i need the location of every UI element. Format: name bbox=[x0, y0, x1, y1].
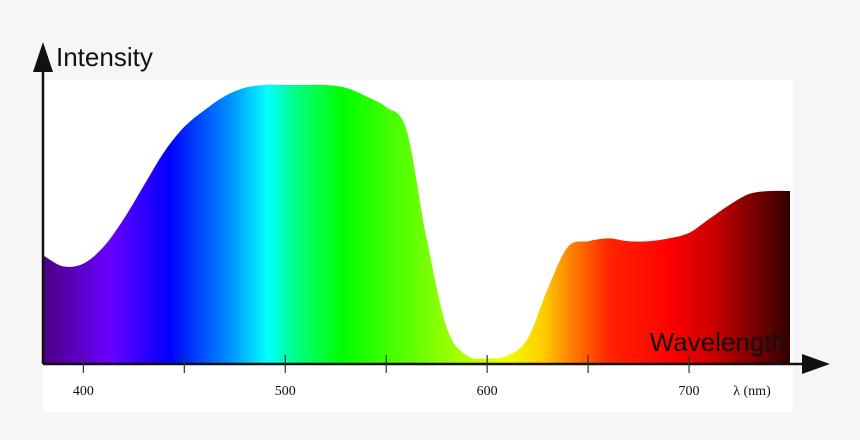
x-tick-label: 400 bbox=[73, 384, 94, 399]
x-tick-label: 500 bbox=[275, 384, 296, 399]
x-unit-label: λ (nm) bbox=[733, 384, 771, 399]
x-tick-label: 600 bbox=[477, 384, 498, 399]
y-axis-label: Intensity bbox=[56, 42, 153, 72]
x-axis-label: Wavelength bbox=[650, 327, 786, 357]
x-tick-labels: 400 500 600 700 bbox=[73, 384, 700, 399]
y-axis-arrow bbox=[33, 42, 53, 72]
x-ticks bbox=[82, 355, 690, 373]
x-tick-label: 700 bbox=[679, 384, 700, 399]
spectrum-area bbox=[43, 84, 790, 365]
x-axis-arrow bbox=[802, 354, 830, 374]
